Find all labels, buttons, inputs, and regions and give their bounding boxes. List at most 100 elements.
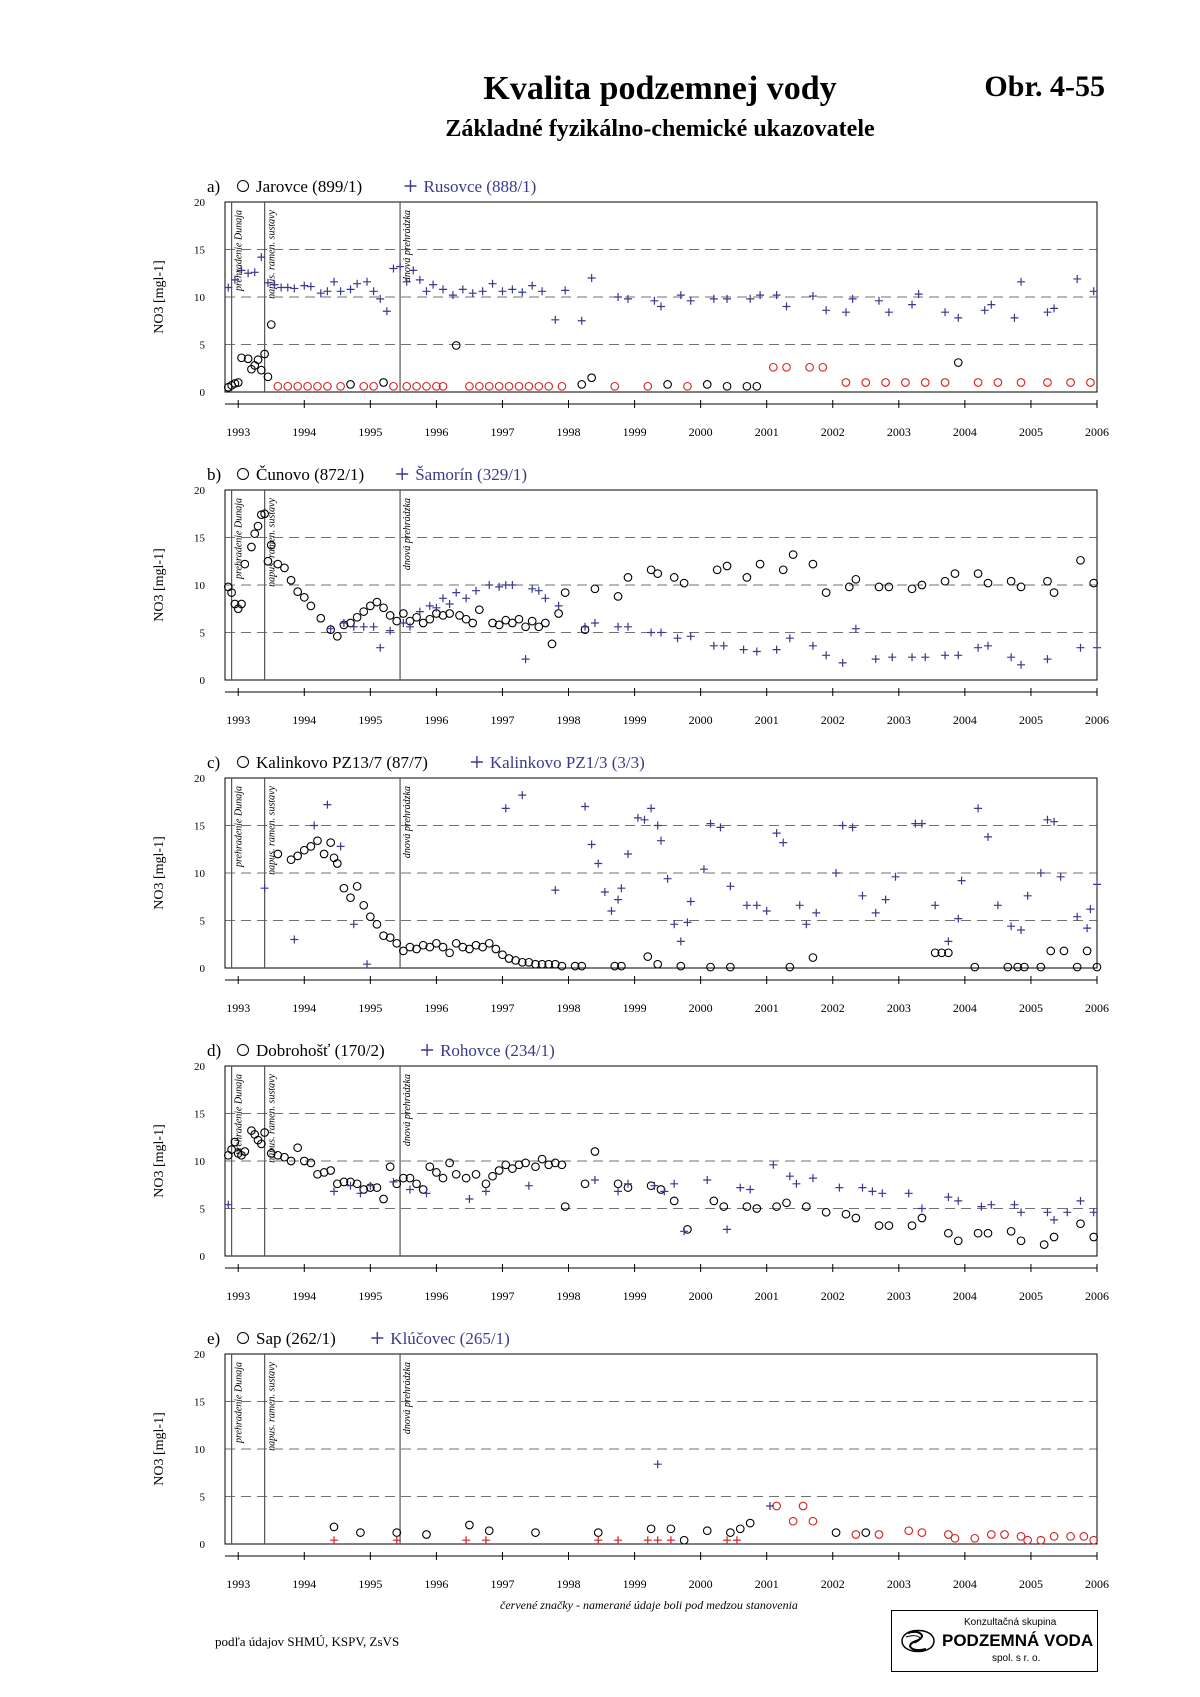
data-point-plus	[600, 888, 609, 896]
data-point-circle	[514, 1160, 524, 1170]
data-point-plus	[703, 1176, 712, 1184]
data-point-circle	[332, 631, 342, 641]
data-point-circle	[455, 611, 464, 620]
data-point-plus	[1063, 1208, 1072, 1217]
data-point-circle	[735, 1524, 745, 1534]
data-point-plus	[858, 891, 867, 900]
data-point-circle	[399, 946, 408, 956]
data-point-below-limit	[1079, 1532, 1089, 1541]
data-point-below-limit	[484, 381, 494, 391]
data-point-circle	[970, 962, 980, 972]
data-point-circle	[494, 620, 504, 630]
data-point-circle	[590, 1147, 600, 1156]
data-point-circle	[726, 962, 735, 972]
data-point-circle	[422, 1530, 431, 1539]
data-point-circle	[944, 1228, 953, 1238]
data-point-plus	[1017, 926, 1026, 934]
data-point-plus	[1050, 1215, 1059, 1224]
data-point-plus	[904, 1189, 913, 1198]
data-point-below-limit	[917, 1528, 927, 1537]
x-tick-label: 2005	[1019, 425, 1043, 439]
data-point-plus	[984, 832, 992, 841]
data-point-circle	[432, 1168, 441, 1177]
data-point-plus	[1086, 905, 1095, 914]
data-point-plus	[1017, 277, 1026, 286]
data-point-plus	[884, 308, 893, 317]
legend-series-name: Dobrohošť (170/2)	[256, 1041, 385, 1060]
data-point-circle	[286, 855, 296, 865]
page-title: Kvalita podzemnej vody	[483, 70, 837, 107]
data-point-circle	[286, 1156, 296, 1166]
data-point-plus	[746, 1185, 755, 1194]
data-point-plus	[528, 281, 537, 290]
data-point-plus	[841, 308, 850, 317]
data-point-circle	[379, 931, 388, 941]
data-point-plus	[772, 645, 781, 654]
data-point-plus	[752, 647, 761, 656]
data-point-plus	[1056, 872, 1065, 881]
data-point-circle	[577, 380, 587, 389]
event-label: dnová prehrádzka	[402, 210, 413, 282]
data-point-circle	[663, 380, 672, 389]
data-point-circle	[461, 614, 471, 624]
data-point-plus	[1036, 869, 1045, 877]
data-point-plus	[415, 607, 424, 616]
data-point-plus	[415, 275, 424, 284]
data-point-circle	[237, 599, 246, 609]
data-point-plus	[1043, 655, 1052, 664]
data-point-plus	[488, 279, 497, 288]
data-point-plus	[1043, 815, 1052, 824]
data-point-plus	[746, 294, 755, 303]
data-point-circle	[1059, 946, 1069, 956]
data-point-plus	[1093, 880, 1101, 889]
data-point-plus	[369, 287, 378, 296]
data-point-circle	[742, 381, 752, 391]
event-label: napus. ramen. sustavy	[267, 209, 278, 298]
data-point-circle	[537, 959, 547, 969]
data-point-plus	[508, 285, 517, 294]
data-point-circle	[1043, 576, 1052, 586]
panel-label: b)	[207, 465, 221, 484]
chart-panel-a: 0 5 10 15 20 NO3 [mgl-1] 1993 1994 1995 1996 1997 1…	[152, 177, 1109, 439]
data-point-circle	[1013, 962, 1023, 972]
data-point-plus	[987, 1200, 996, 1209]
data-point-below-limit	[389, 381, 398, 391]
y-tick-label: 15	[194, 533, 206, 545]
data-point-plus	[1010, 313, 1019, 322]
legend-series-name: Rohovce (234/1)	[440, 1041, 555, 1060]
data-point-circle	[745, 1518, 755, 1528]
data-point-circle	[821, 588, 831, 597]
data-point-circle	[709, 1196, 719, 1206]
data-point-plus	[944, 937, 953, 946]
data-point-below-limit	[514, 381, 524, 391]
data-point-below-limit	[422, 381, 431, 391]
data-point-circle	[346, 893, 355, 903]
data-point-plus	[993, 901, 1002, 910]
data-point-below-limit	[359, 381, 369, 391]
data-point-plus	[1076, 643, 1085, 652]
data-point-plus	[848, 823, 857, 832]
data-point-circle	[392, 616, 402, 626]
data-point-circle	[418, 1185, 428, 1194]
data-point-circle	[527, 616, 537, 626]
data-point-circle	[593, 1528, 603, 1537]
data-point-circle	[498, 950, 507, 960]
data-point-circle	[223, 582, 233, 592]
data-point-plus	[987, 300, 996, 309]
data-point-circle	[610, 961, 620, 971]
data-point-below-limit	[768, 362, 778, 372]
data-point-circle	[531, 959, 540, 969]
data-point-plus	[653, 1460, 662, 1469]
data-point-circle	[263, 372, 273, 382]
data-point-below-limit	[273, 381, 283, 391]
data-point-circle	[1092, 962, 1102, 972]
data-point-plus	[614, 622, 623, 631]
data-point-circle	[399, 609, 408, 618]
data-point-plus	[785, 634, 794, 643]
data-point-below-limit	[841, 378, 851, 387]
data-point-circle	[260, 509, 269, 519]
x-tick-label: 1995	[358, 425, 382, 439]
data-point-circle	[299, 592, 309, 602]
data-point-circle	[560, 588, 570, 597]
data-point-plus	[405, 622, 414, 631]
